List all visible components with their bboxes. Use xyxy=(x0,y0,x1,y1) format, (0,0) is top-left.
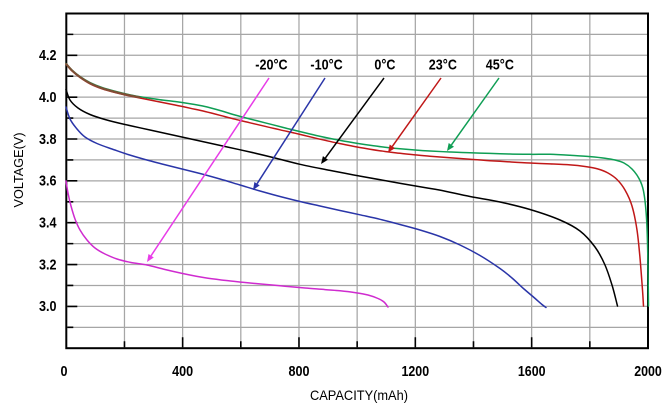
svg-text:-10°C: -10°C xyxy=(310,56,342,73)
svg-text:3.4: 3.4 xyxy=(39,215,57,232)
svg-text:1600: 1600 xyxy=(518,363,546,380)
svg-text:3.0: 3.0 xyxy=(39,298,57,315)
svg-text:400: 400 xyxy=(172,363,193,380)
svg-text:CAPACITY(mAh): CAPACITY(mAh) xyxy=(310,387,408,403)
svg-text:3.6: 3.6 xyxy=(39,173,57,190)
svg-text:800: 800 xyxy=(289,363,310,380)
svg-text:45°C: 45°C xyxy=(486,56,514,73)
svg-text:3.8: 3.8 xyxy=(39,131,57,148)
svg-text:4.0: 4.0 xyxy=(39,89,57,106)
svg-text:2000: 2000 xyxy=(634,363,662,380)
svg-text:VOLTAGE(V): VOLTAGE(V) xyxy=(11,133,26,208)
svg-text:4.2: 4.2 xyxy=(39,47,57,64)
svg-text:3.2: 3.2 xyxy=(39,256,57,273)
svg-text:1200: 1200 xyxy=(402,363,430,380)
svg-text:23°C: 23°C xyxy=(429,56,457,73)
svg-text:0: 0 xyxy=(61,363,68,380)
svg-text:-20°C: -20°C xyxy=(255,56,287,73)
svg-text:0°C: 0°C xyxy=(374,56,395,73)
